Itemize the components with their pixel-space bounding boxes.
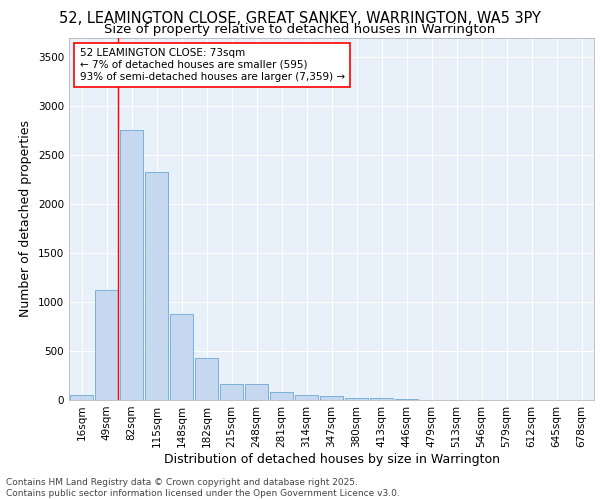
- Bar: [344, 398, 368, 400]
- Bar: [245, 384, 268, 400]
- X-axis label: Distribution of detached houses by size in Warrington: Distribution of detached houses by size …: [163, 452, 499, 466]
- Bar: [370, 398, 394, 400]
- Bar: [170, 314, 193, 400]
- Y-axis label: Number of detached properties: Number of detached properties: [19, 120, 32, 318]
- Text: Size of property relative to detached houses in Warrington: Size of property relative to detached ho…: [104, 22, 496, 36]
- Bar: [269, 392, 293, 400]
- Text: 52, LEAMINGTON CLOSE, GREAT SANKEY, WARRINGTON, WA5 3PY: 52, LEAMINGTON CLOSE, GREAT SANKEY, WARR…: [59, 11, 541, 26]
- Bar: [145, 172, 169, 400]
- Text: Contains HM Land Registry data © Crown copyright and database right 2025.
Contai: Contains HM Land Registry data © Crown c…: [6, 478, 400, 498]
- Text: 52 LEAMINGTON CLOSE: 73sqm
← 7% of detached houses are smaller (595)
93% of semi: 52 LEAMINGTON CLOSE: 73sqm ← 7% of detac…: [79, 48, 344, 82]
- Bar: [194, 358, 218, 400]
- Bar: [320, 396, 343, 400]
- Bar: [295, 394, 319, 400]
- Bar: [395, 398, 418, 400]
- Bar: [95, 290, 118, 400]
- Bar: [220, 384, 244, 400]
- Bar: [70, 395, 94, 400]
- Bar: [119, 130, 143, 400]
